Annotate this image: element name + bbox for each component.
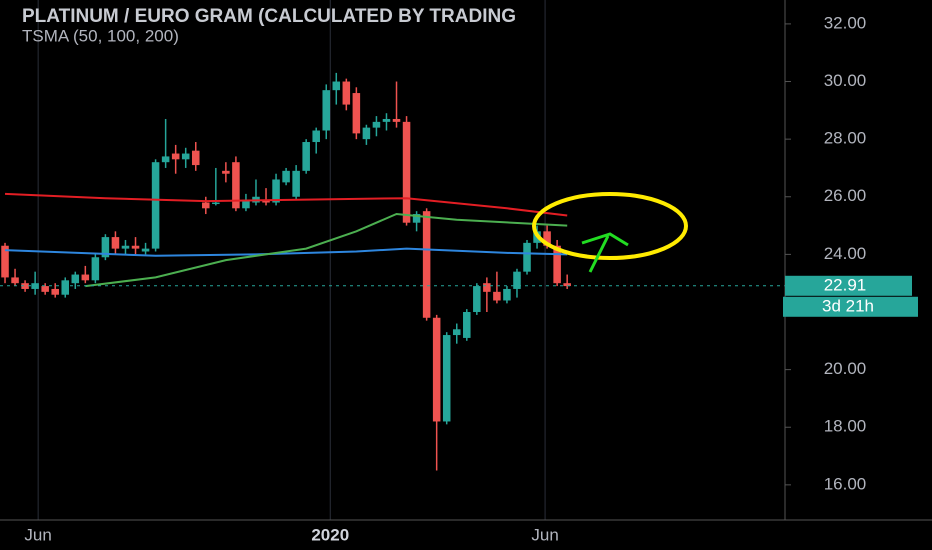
candle-body bbox=[11, 277, 19, 284]
countdown-box bbox=[783, 296, 918, 317]
candle-body bbox=[71, 274, 80, 284]
candle-body bbox=[392, 118, 401, 122]
candle-body bbox=[473, 286, 481, 312]
candle-body bbox=[372, 121, 381, 128]
marks bbox=[0, 72, 785, 471]
y-tick-label: 16.00 bbox=[824, 474, 867, 493]
candle-body bbox=[131, 245, 140, 249]
y-tick-label: 28.00 bbox=[824, 129, 867, 148]
candle-body bbox=[483, 283, 491, 292]
candle-body bbox=[362, 127, 371, 140]
candle-body bbox=[41, 286, 49, 292]
x-tick-label: Jun bbox=[531, 525, 558, 544]
last-price-box bbox=[785, 275, 912, 296]
grid bbox=[37, 0, 546, 520]
candle-body bbox=[202, 202, 210, 209]
candle-body bbox=[242, 199, 250, 209]
candle-body bbox=[51, 288, 59, 295]
candle-body bbox=[563, 283, 571, 287]
candle-body bbox=[382, 118, 391, 122]
candle-body bbox=[191, 150, 200, 166]
y-tick-label: 24.00 bbox=[824, 244, 867, 263]
moving-average-line bbox=[4, 192, 568, 217]
candle-body bbox=[513, 271, 521, 289]
candle-body bbox=[282, 170, 290, 183]
candle-body bbox=[332, 81, 341, 91]
candle-body bbox=[312, 130, 320, 143]
moving-average-line bbox=[85, 212, 568, 288]
candle-body bbox=[412, 214, 421, 223]
candle-body bbox=[493, 291, 501, 301]
candle-body bbox=[292, 170, 300, 197]
candle-body bbox=[422, 211, 431, 318]
y-tick-label: 26.00 bbox=[824, 186, 867, 205]
x-tick-label: Jun bbox=[24, 525, 51, 544]
y-tick-label: 32.00 bbox=[824, 13, 867, 32]
candle-body bbox=[111, 237, 120, 249]
candle-body bbox=[141, 248, 150, 252]
annotation-ellipse bbox=[532, 192, 688, 260]
countdown-label: 3d 21h bbox=[822, 296, 874, 315]
candle-body bbox=[272, 179, 280, 203]
candle-body bbox=[222, 170, 230, 174]
candle-body bbox=[402, 121, 411, 223]
y-tick-label: 20.00 bbox=[824, 359, 867, 378]
last-price-label: 22.91 bbox=[824, 275, 867, 294]
indicator-label: TSMA (50, 100, 200) bbox=[22, 26, 179, 45]
candle-body bbox=[232, 162, 240, 209]
candle-body bbox=[352, 93, 361, 134]
y-tick-label: 30.00 bbox=[824, 71, 867, 90]
candle-body bbox=[212, 202, 220, 205]
candle-body bbox=[91, 257, 100, 281]
candle-body bbox=[342, 81, 351, 105]
candle-body bbox=[442, 335, 451, 422]
candle-body bbox=[161, 156, 170, 163]
candle-body bbox=[121, 245, 130, 249]
candle-body bbox=[151, 162, 160, 249]
x-tick-label: 2020 bbox=[311, 525, 349, 544]
candle-body bbox=[523, 242, 531, 272]
candle-body bbox=[101, 237, 110, 258]
candle-body bbox=[432, 317, 441, 422]
y-tick-label: 18.00 bbox=[824, 417, 867, 436]
candle-body bbox=[302, 142, 310, 171]
annotation-arrow bbox=[581, 232, 629, 273]
candle-body bbox=[81, 274, 90, 281]
candle-body bbox=[61, 280, 70, 295]
candle-body bbox=[452, 329, 461, 336]
candle-body bbox=[503, 288, 511, 301]
moving-average-line bbox=[4, 247, 568, 257]
candle-body bbox=[21, 283, 29, 289]
candle-body bbox=[1, 245, 9, 278]
candle-body bbox=[543, 231, 551, 246]
candle-body bbox=[181, 153, 190, 160]
candle-body bbox=[553, 245, 561, 284]
candle-body bbox=[171, 153, 180, 160]
candle-body bbox=[463, 312, 471, 338]
candle-body bbox=[322, 90, 331, 131]
chart-title: PLATINUM / EURO GRAM (CALCULATED BY TRAD… bbox=[22, 6, 516, 27]
